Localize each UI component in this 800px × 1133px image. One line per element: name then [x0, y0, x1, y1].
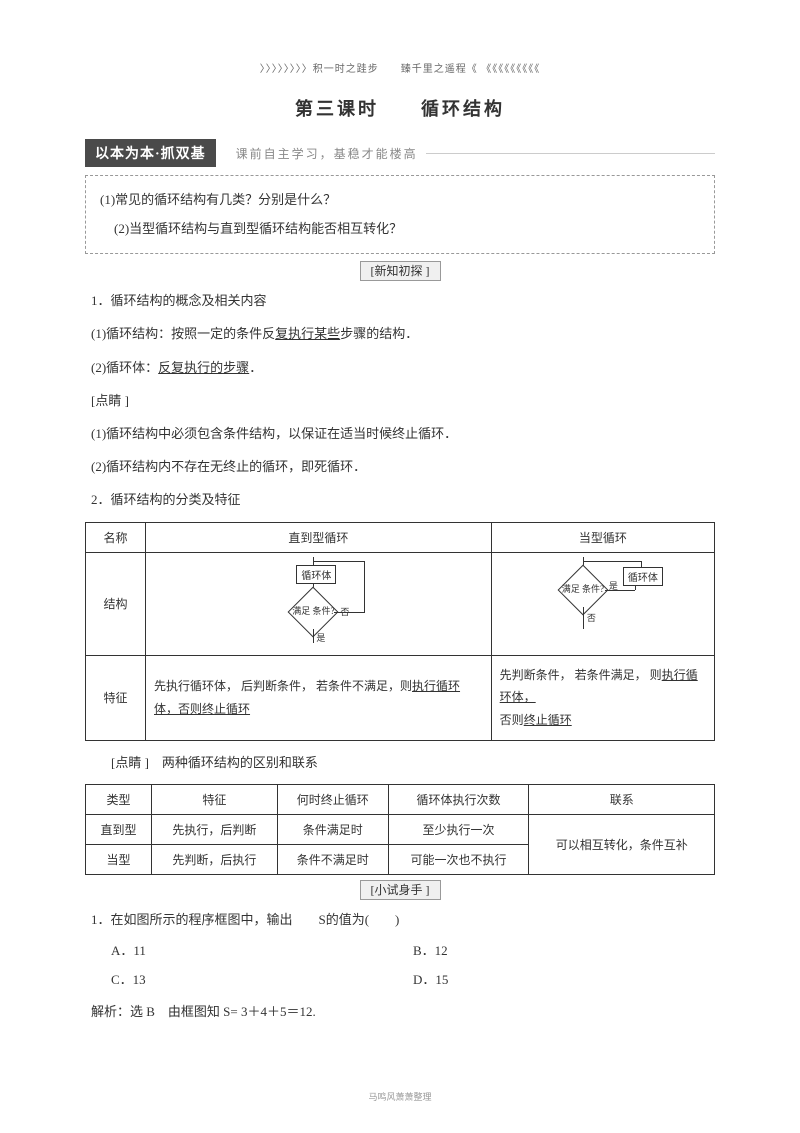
- th-name: 名称: [86, 522, 146, 552]
- option-c: C．13: [111, 966, 413, 995]
- options-row-2: C．13 D．15: [91, 966, 715, 995]
- t2-h3: 何时终止循环: [277, 785, 388, 815]
- exercise-answer: 解析：选 B 由框图知 S= 3＋4＋5＝12.: [91, 996, 715, 1027]
- feat-until: 先执行循环体， 后判断条件， 若条件不满足，则执行循环体，否则终止循环: [146, 655, 492, 740]
- t2-r2c1: 当型: [86, 845, 152, 875]
- footer: 马鸣风萧萧整理: [0, 1090, 800, 1103]
- note-2-label: [点睛 ] 两种循环结构的区别和联系: [85, 747, 715, 778]
- row-struct-label: 结构: [86, 552, 146, 655]
- t2-r2c2: 先判断，后执行: [152, 845, 278, 875]
- note-label: [点睛 ]: [91, 385, 715, 416]
- exercise-block: 1．在如图所示的程序框图中，输出 S的值为( ) A．11 B．12 C．13 …: [85, 904, 715, 1028]
- t2-h2: 特征: [152, 785, 278, 815]
- t2-r1c3: 条件满足时: [277, 815, 388, 845]
- t2-relation: 可以相互转化，条件互补: [529, 815, 715, 875]
- t2-h5: 联系: [529, 785, 715, 815]
- banner-right: 课前自主学习，基稳才能楼高: [236, 145, 418, 162]
- para-2: (2)循环体：反复执行的步骤．: [91, 352, 715, 383]
- note-1: (1)循环结构中必须包含条件结构，以保证在适当时候终止循环．: [91, 418, 715, 449]
- question-2: (2)当型循环结构与直到型循环结构能否相互转化？: [100, 215, 700, 244]
- option-d: D．15: [413, 966, 715, 995]
- heading-1: 1．循环结构的概念及相关内容: [91, 285, 715, 316]
- t2-r1c1: 直到型: [86, 815, 152, 845]
- t2-r2c3: 条件不满足时: [277, 845, 388, 875]
- section-tag-2: [小试身手 ]: [85, 881, 715, 898]
- feat-while: 先判断条件， 若条件满足， 则执行循环体，否则终止循环: [491, 655, 714, 740]
- exercise-q: 1．在如图所示的程序框图中，输出 S的值为( ): [91, 904, 715, 935]
- flowchart-while: 满足 条件? 是 循环体 否: [491, 552, 714, 655]
- heading-2: 2．循环结构的分类及特征: [91, 484, 715, 515]
- option-b: B．12: [413, 937, 715, 966]
- section-tag-1: [新知初探 ]: [85, 262, 715, 279]
- table-comparison: 类型 特征 何时终止循环 循环体执行次数 联系 直到型 先执行，后判断 条件满足…: [85, 784, 715, 875]
- fc-loop-body: 循环体: [296, 565, 336, 584]
- options-row-1: A．11 B．12: [91, 937, 715, 966]
- table-loop-types: 名称 直到型循环 当型循环 结构 循环体 满足 条件? 否 是 满足 条件?: [85, 522, 715, 741]
- header-decoration: 〉〉〉〉〉〉〉〉积一时之跬步 臻千里之遥程《 《《《《《《《《《: [85, 60, 715, 75]
- row-feat-label: 特征: [86, 655, 146, 740]
- fc-condition: 满足 条件?: [291, 597, 335, 627]
- t2-r1c4: 至少执行一次: [388, 815, 529, 845]
- option-a: A．11: [111, 937, 413, 966]
- fc-no-label-w: 否: [587, 611, 596, 624]
- t2-r1c2: 先执行，后判断: [152, 815, 278, 845]
- t2-h4: 循环体执行次数: [388, 785, 529, 815]
- question-1: (1)常见的循环结构有几类？分别是什么？: [100, 186, 700, 215]
- banner: 以本为本·抓双基 课前自主学习，基稳才能楼高: [85, 139, 715, 167]
- fc-condition-w: 满足 条件?: [561, 575, 605, 605]
- th-while: 当型循环: [491, 522, 714, 552]
- fc-loop-body-w: 循环体: [623, 567, 663, 586]
- para-1: (1)循环结构：按照一定的条件反复执行某些步骤的结构．: [91, 318, 715, 349]
- flowchart-until: 循环体 满足 条件? 否 是: [146, 552, 492, 655]
- banner-line: [426, 153, 715, 154]
- th-until: 直到型循环: [146, 522, 492, 552]
- banner-left: 以本为本·抓双基: [85, 139, 216, 167]
- fc-yes-label: 是: [316, 631, 325, 644]
- t2-h1: 类型: [86, 785, 152, 815]
- question-box: (1)常见的循环结构有几类？分别是什么？ (2)当型循环结构与直到型循环结构能否…: [85, 175, 715, 254]
- page-title: 第三课时 循环结构: [85, 95, 715, 121]
- note-2: (2)循环结构内不存在无终止的循环，即死循环．: [91, 451, 715, 482]
- content-block-1: 1．循环结构的概念及相关内容 (1)循环结构：按照一定的条件反复执行某些步骤的结…: [85, 285, 715, 515]
- t2-r2c4: 可能一次也不执行: [388, 845, 529, 875]
